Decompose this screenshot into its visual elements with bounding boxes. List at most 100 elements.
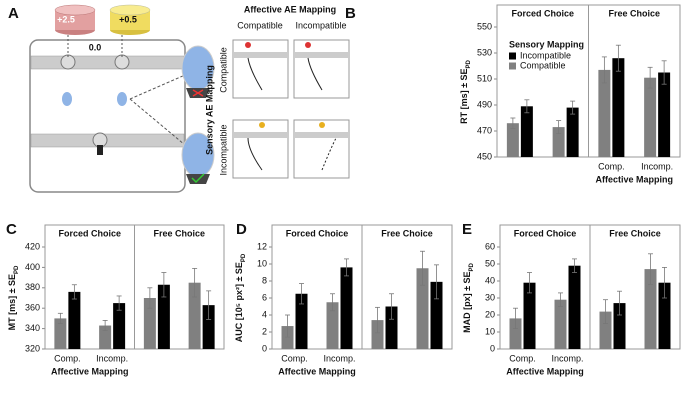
bar bbox=[612, 58, 625, 158]
y-tick-label: 510 bbox=[477, 73, 492, 83]
y-tick-label: 420 bbox=[25, 241, 40, 251]
column-title: Affective AE Mapping bbox=[244, 4, 336, 14]
bar bbox=[326, 302, 339, 349]
bar bbox=[554, 299, 567, 349]
error-bar bbox=[116, 295, 122, 311]
bar bbox=[506, 123, 519, 157]
y-tick-label: 530 bbox=[477, 47, 492, 57]
facet-title: Forced Choice bbox=[514, 228, 577, 238]
facet-title: Free Choice bbox=[381, 228, 433, 238]
error-bar bbox=[510, 117, 516, 129]
facet-title: Forced Choice bbox=[511, 8, 574, 18]
y-tick-label: 400 bbox=[25, 262, 40, 272]
x-axis-label: Affective Mapping bbox=[278, 366, 356, 376]
y-tick-label: 550 bbox=[477, 21, 492, 31]
error-bar bbox=[147, 287, 153, 309]
error-bar bbox=[513, 307, 518, 330]
panel-letter: A bbox=[8, 5, 19, 22]
y-tick-label: 320 bbox=[25, 343, 40, 353]
error-bar bbox=[662, 266, 667, 299]
panel-letter: B bbox=[345, 5, 356, 22]
error-bar bbox=[648, 253, 653, 285]
x-tick-label: Incomp. bbox=[323, 353, 355, 363]
legend-swatch bbox=[509, 62, 516, 70]
bar bbox=[613, 303, 626, 349]
error-bar bbox=[57, 312, 63, 324]
y-tick-label: 2 bbox=[262, 326, 267, 336]
y-tick-label: 20 bbox=[485, 309, 495, 319]
bar bbox=[568, 265, 581, 349]
bar bbox=[99, 325, 112, 349]
y-axis-label-sub: PD bbox=[469, 262, 475, 271]
error-bar bbox=[661, 60, 667, 85]
x-tick-label: Incomp. bbox=[551, 353, 583, 363]
reward-label: +2.5 bbox=[57, 14, 75, 24]
y-tick-label: 8 bbox=[262, 275, 267, 285]
panel-letter: D bbox=[236, 221, 247, 238]
start-value: 0.0 bbox=[89, 42, 102, 52]
facet-frame bbox=[589, 224, 681, 350]
error-bar bbox=[647, 66, 653, 89]
y-tick-label: 0 bbox=[490, 343, 495, 353]
y-tick-label: 4 bbox=[262, 309, 267, 319]
y-axis-label-main: RT [ms] ± SE bbox=[459, 68, 469, 123]
y-axis-label-main: MAD [px] ± SE bbox=[462, 271, 472, 332]
column-label: Compatible bbox=[237, 20, 283, 30]
error-bar bbox=[192, 268, 198, 298]
bar bbox=[520, 106, 533, 157]
facet-frame bbox=[134, 224, 225, 350]
y-axis-label: AUC [10⁵ px²] ± SEPD bbox=[234, 253, 246, 342]
error-bar bbox=[285, 314, 290, 338]
bar bbox=[188, 282, 201, 349]
bar bbox=[143, 298, 156, 349]
bar bbox=[54, 318, 67, 349]
bar bbox=[281, 326, 294, 349]
y-tick-label: 450 bbox=[477, 151, 492, 161]
bar bbox=[340, 267, 353, 349]
y-axis-label-main: AUC [10⁵ px²] ± SE bbox=[234, 262, 244, 342]
facet-title: Forced Choice bbox=[58, 228, 121, 238]
x-tick-label: Comp. bbox=[598, 161, 625, 171]
facet-title: Free Choice bbox=[153, 228, 205, 238]
y-axis-label: MAD [px] ± SEPD bbox=[462, 262, 474, 332]
bar bbox=[416, 268, 429, 349]
row-label: Compatible bbox=[218, 47, 228, 93]
error-bar bbox=[434, 264, 439, 300]
bar bbox=[552, 127, 565, 157]
bar bbox=[598, 69, 611, 157]
bar bbox=[644, 77, 657, 157]
y-tick-label: 490 bbox=[477, 99, 492, 109]
error-bar bbox=[299, 283, 304, 305]
error-bar bbox=[206, 290, 212, 320]
y-tick-label: 12 bbox=[257, 241, 267, 251]
error-bar bbox=[389, 293, 394, 320]
error-bar bbox=[527, 272, 532, 294]
facet-title: Free Choice bbox=[609, 228, 661, 238]
error-bar bbox=[420, 250, 425, 286]
y-tick-label: 10 bbox=[257, 258, 267, 268]
y-tick-label: 0 bbox=[262, 343, 267, 353]
y-tick-label: 470 bbox=[477, 125, 492, 135]
error-bar bbox=[615, 44, 621, 72]
y-tick-label: 50 bbox=[485, 258, 495, 268]
error-bar bbox=[603, 299, 608, 324]
y-axis-label-sub: PD bbox=[241, 253, 247, 262]
y-tick-label: 6 bbox=[262, 292, 267, 302]
y-tick-label: 30 bbox=[485, 292, 495, 302]
panel-letter: E bbox=[462, 221, 472, 238]
legend-title: Sensory Mapping bbox=[509, 39, 584, 49]
bar bbox=[113, 303, 126, 349]
x-axis-label: Affective Mapping bbox=[506, 366, 584, 376]
error-bar bbox=[570, 100, 576, 115]
error-bar bbox=[558, 292, 563, 307]
column-label: Incompatible bbox=[295, 20, 346, 30]
y-tick-label: 10 bbox=[485, 326, 495, 336]
row-title: Sensory AE Mapping bbox=[204, 65, 214, 155]
y-tick-label: 380 bbox=[25, 282, 40, 292]
bar bbox=[68, 291, 81, 349]
x-tick-label: Comp. bbox=[54, 353, 81, 363]
error-bar bbox=[524, 99, 530, 114]
error-bar bbox=[71, 284, 77, 300]
error-bar bbox=[102, 320, 108, 332]
bar bbox=[599, 311, 612, 349]
